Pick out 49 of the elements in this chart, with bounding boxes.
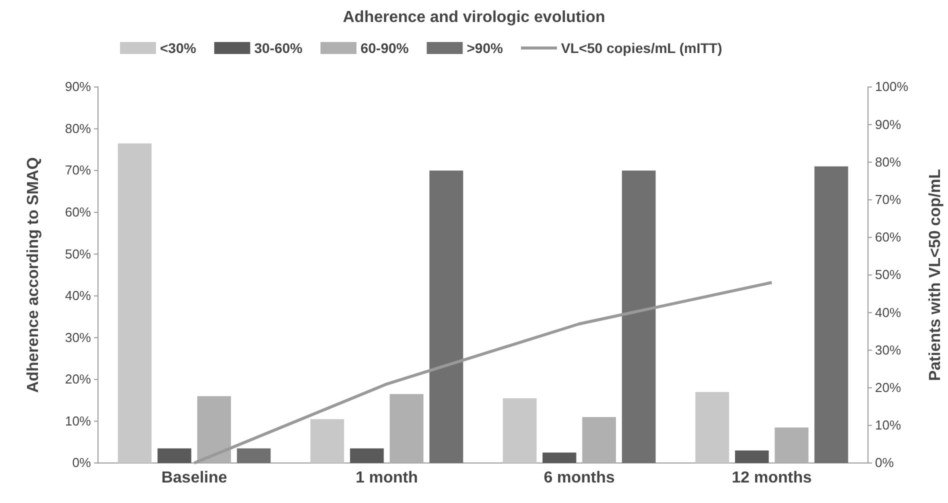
y2-tick-label: 70% — [875, 192, 902, 207]
y2-tick-label: 0% — [875, 455, 894, 470]
legend-label: VL<50 copies/mL (mITT) — [560, 40, 722, 56]
y2-tick-label: 60% — [875, 230, 902, 245]
y-tick-label: 40% — [64, 288, 92, 304]
y2-tick-label: 30% — [875, 342, 902, 358]
y-tick-label: 30% — [64, 330, 92, 345]
legend-label: 30-60% — [254, 40, 304, 56]
bar — [582, 417, 616, 463]
legend-label: <30% — [160, 40, 197, 56]
y2-tick-label: 20% — [875, 380, 902, 395]
bar — [622, 170, 656, 463]
y-tick-label: 80% — [64, 120, 92, 136]
bar — [236, 448, 271, 463]
y2-tick-label: 90% — [875, 116, 902, 132]
bar — [735, 450, 769, 463]
x-tick-label: 6 months — [544, 469, 615, 486]
legend-label: 60-90% — [360, 40, 410, 56]
bar — [118, 143, 152, 463]
x-tick-label: 1 month — [356, 469, 418, 486]
bar — [350, 448, 384, 463]
bar — [429, 170, 464, 463]
bar — [502, 398, 537, 463]
bar — [310, 419, 344, 463]
legend-label: >90% — [466, 40, 504, 56]
y-tick-label: 90% — [64, 79, 92, 94]
y2-tick-label: 100% — [875, 79, 909, 94]
bar — [390, 394, 424, 463]
chart-title: Adherence and virologic evolution — [342, 9, 606, 26]
bar — [158, 448, 192, 463]
bar — [197, 396, 231, 463]
y-tick-label: 0% — [72, 455, 92, 470]
y2-tick-label: 80% — [875, 154, 902, 170]
y2-tick-label: 40% — [875, 304, 902, 320]
y-tick-label: 50% — [64, 246, 92, 262]
bar — [695, 392, 730, 463]
y-axis-title: Adherence according to SMAQ — [25, 157, 42, 393]
bar — [774, 427, 808, 463]
x-tick-label: 12 months — [732, 469, 812, 486]
y-tick-label: 70% — [64, 162, 92, 178]
x-tick-label: Baseline — [161, 469, 228, 486]
y-tick-label: 20% — [64, 372, 92, 387]
bar — [814, 166, 848, 463]
y-tick-label: 10% — [64, 413, 92, 428]
y2-tick-label: 10% — [875, 418, 902, 433]
y2-axis-title: Patients with VL<50 cop/mL — [927, 168, 944, 382]
y2-tick-label: 50% — [875, 267, 902, 282]
y-tick-label: 60% — [64, 204, 92, 220]
bar — [542, 452, 576, 463]
